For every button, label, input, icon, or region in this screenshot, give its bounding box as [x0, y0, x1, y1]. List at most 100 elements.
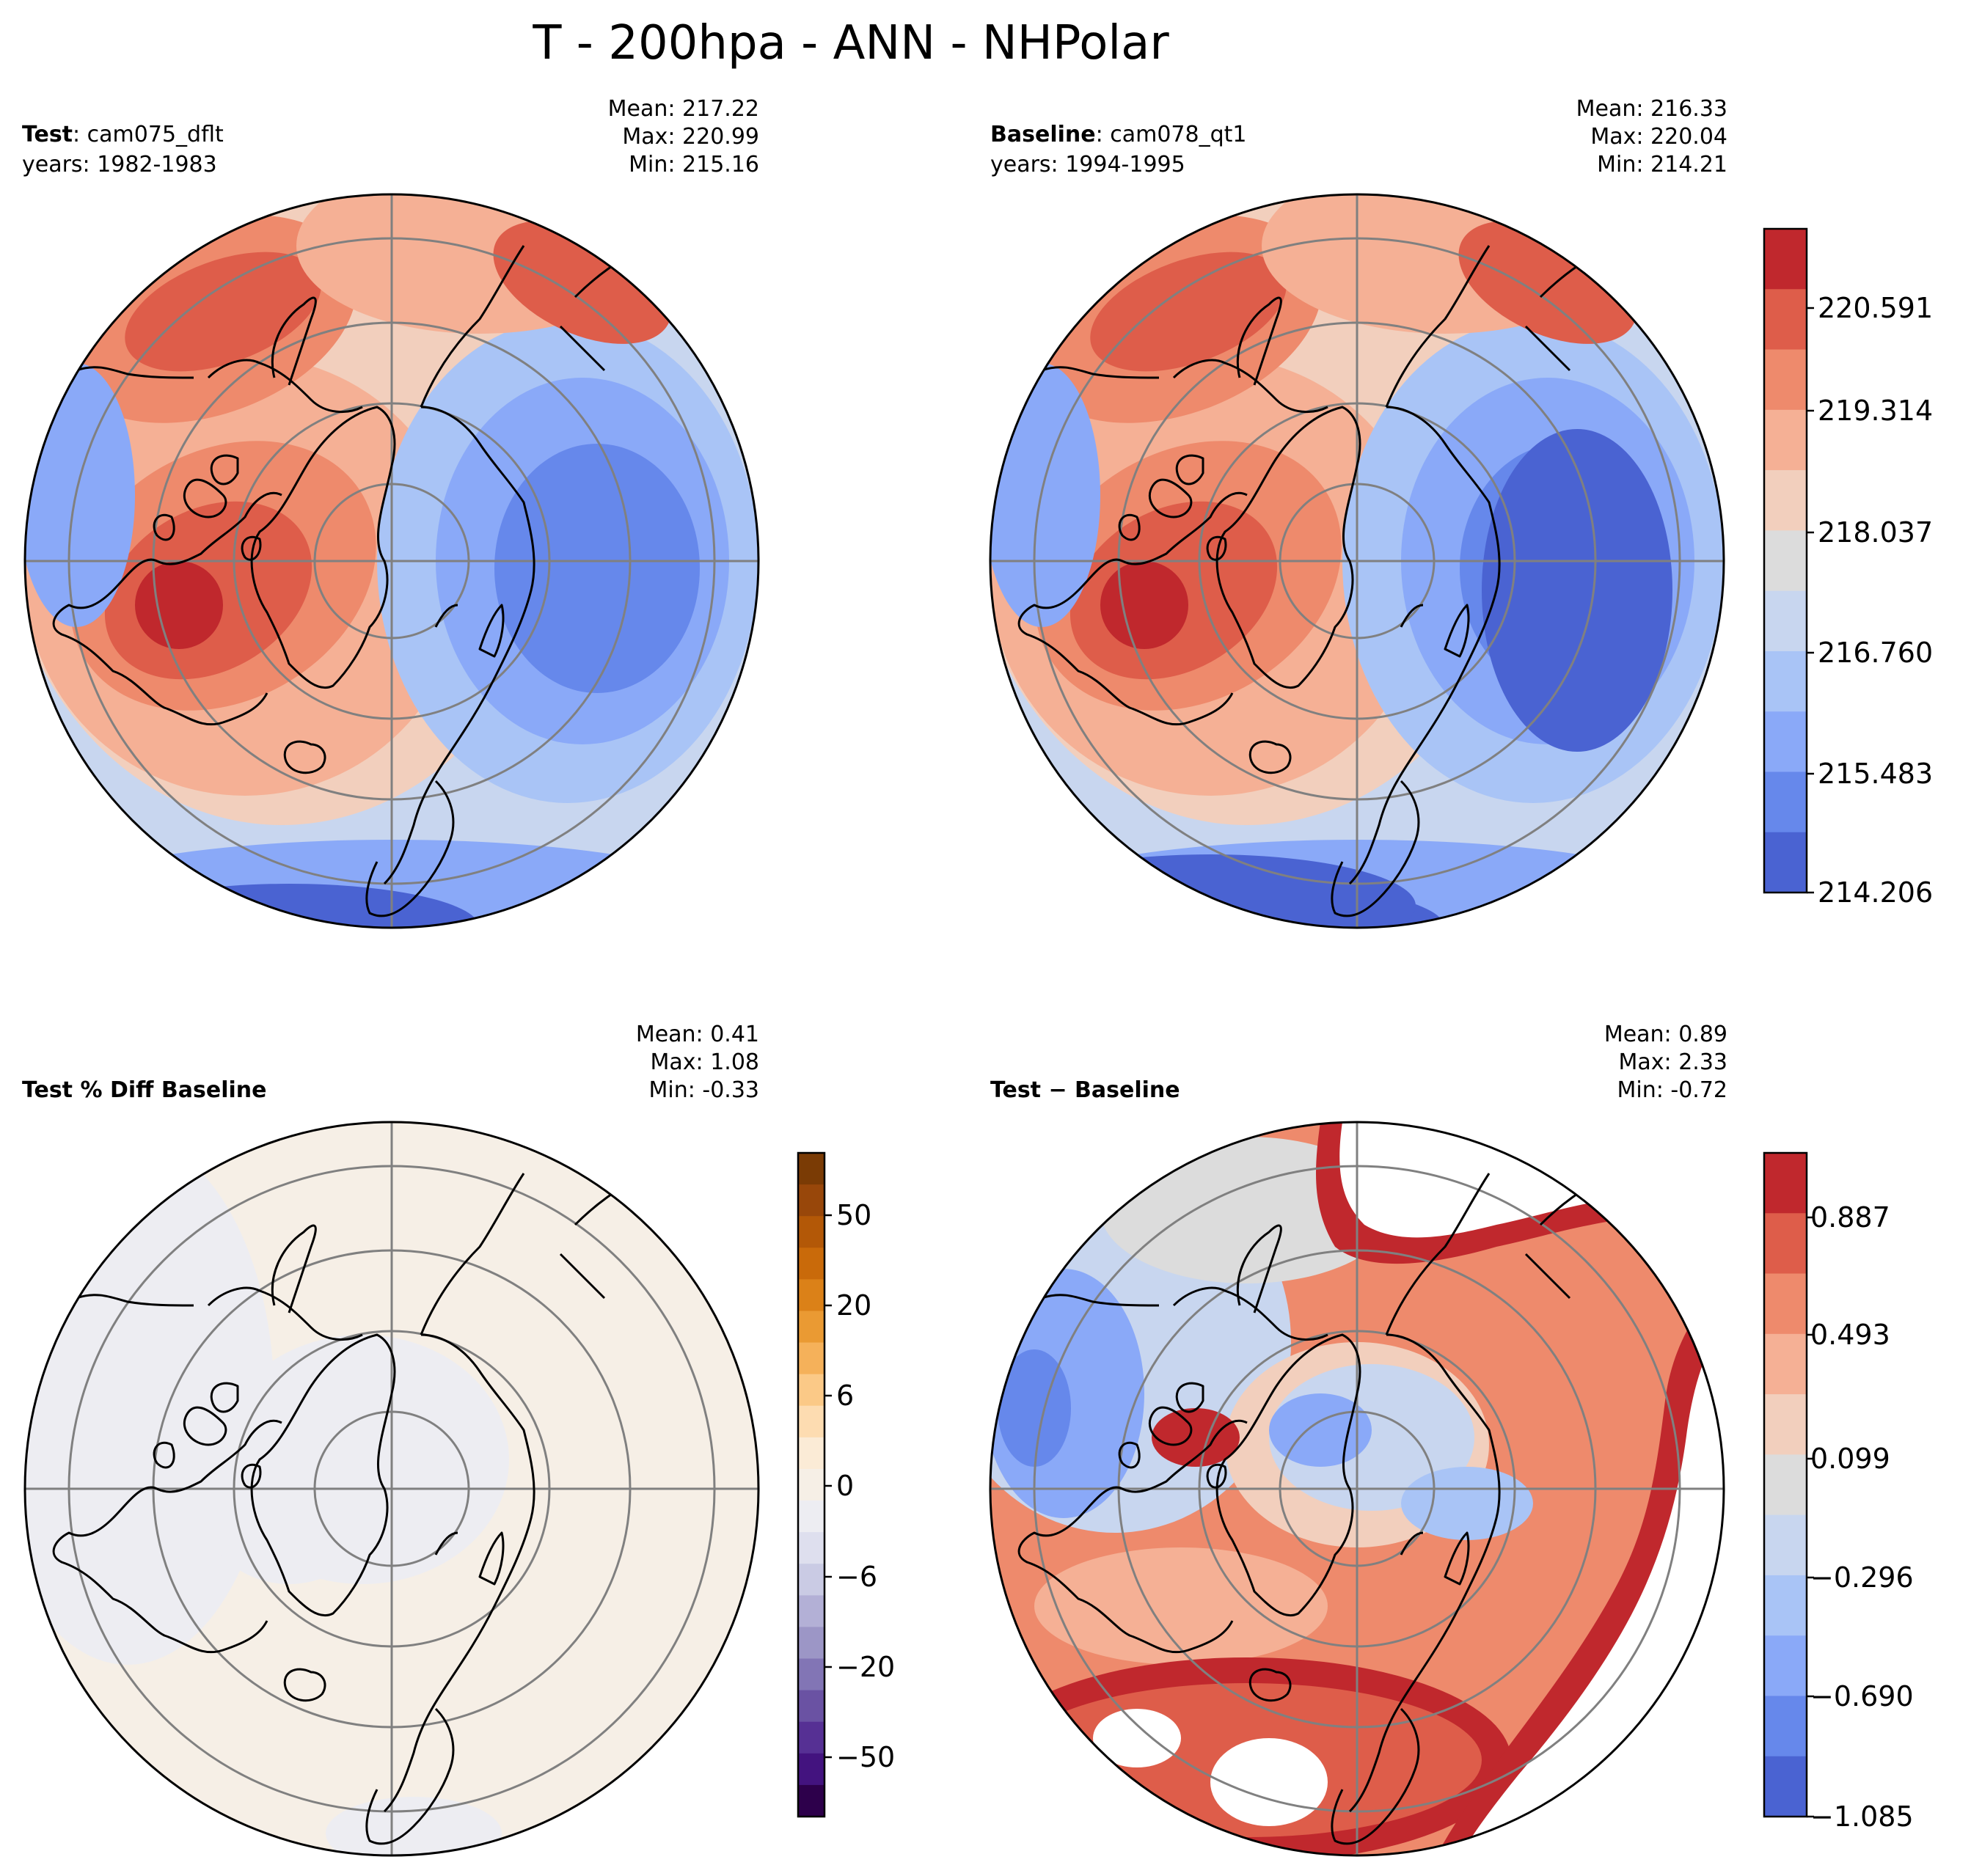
colorbar-pct-swatch	[798, 1627, 824, 1660]
colorbar-main-swatch	[1764, 349, 1807, 411]
panel-pctdiff-max: Max: 1.08	[651, 1049, 759, 1075]
colorbar-pct-swatch	[798, 1721, 824, 1754]
panel-diff-mean: Mean: 0.89	[1604, 1022, 1727, 1047]
map-pctdiff	[23, 1121, 760, 1857]
colorbar-diff-swatch	[1764, 1635, 1807, 1697]
colorbar-diff-swatch	[1764, 1575, 1807, 1636]
panel-test-label-bold: Test	[22, 122, 73, 147]
map-baseline	[989, 193, 1725, 929]
panel-test-max: Max: 220.99	[622, 124, 759, 150]
colorbar-diff-swatch	[1764, 1696, 1807, 1757]
colorbar-pct-swatch	[798, 1374, 824, 1407]
colorbar-main-swatch	[1764, 711, 1807, 773]
panel-test-mean: Mean: 217.22	[608, 96, 759, 122]
colorbar-pct: 50 20 6 0 −6 −20 −50	[797, 1151, 895, 1818]
map-diff	[989, 1121, 1725, 1857]
colorbar-diff-tick-label: −1.085	[1810, 1800, 1914, 1833]
colorbar-pct-swatch	[798, 1532, 824, 1564]
panel-pctdiff-mean: Mean: 0.41	[636, 1022, 759, 1047]
colorbar-diff-tick-label: −0.296	[1810, 1561, 1914, 1594]
panel-test-label: Test: cam075_dflt	[22, 122, 224, 147]
colorbar-diff-tick-label: −0.690	[1810, 1680, 1914, 1712]
colorbar-diff-swatch	[1764, 1153, 1807, 1214]
colorbar-main-swatch	[1764, 530, 1807, 592]
colorbar-pct-tick-label: −50	[836, 1741, 895, 1773]
panel-diff: Test − Baseline Mean: 0.89 Max: 2.33 Min…	[989, 1022, 1728, 1857]
panel-baseline: Baseline: cam078_qt1 years: 1994-1995 Me…	[989, 96, 1727, 929]
colorbar-main-tick-label: 215.483	[1818, 758, 1933, 790]
colorbar-main-swatch	[1764, 409, 1807, 471]
colorbar-pct-tick-label: 50	[836, 1199, 871, 1231]
colorbar-main-swatch	[1764, 651, 1807, 712]
colorbar-main-tick-label: 216.760	[1818, 637, 1933, 669]
colorbar-main: 220.591 219.314 218.037 216.760 215.483 214.2…	[1763, 227, 1933, 909]
colorbar-diff-swatch	[1764, 1213, 1807, 1275]
colorbar-pct-swatch	[798, 1690, 824, 1723]
colorbar-pct-ticks: 50 20 6 0 −6 −20 −50	[824, 1199, 895, 1773]
panel-baseline-min: Min: 214.21	[1597, 152, 1727, 177]
panel-diff-min: Min: -0.72	[1617, 1077, 1728, 1103]
colorbar-pct-tick-label: 0	[836, 1470, 854, 1502]
colorbar-diff-swatch	[1764, 1454, 1807, 1516]
panel-test-years: years: 1982-1983	[22, 152, 217, 177]
colorbar-pct-swatch	[798, 1437, 824, 1470]
colorbar-pct-tick-label: −20	[836, 1651, 895, 1683]
colorbar-diff-swatches	[1764, 1153, 1807, 1817]
panel-baseline-years: years: 1994-1995	[990, 152, 1185, 177]
colorbar-pct-swatch	[798, 1468, 824, 1501]
colorbar-main-swatch	[1764, 590, 1807, 652]
colorbar-pct-swatch	[798, 1279, 824, 1312]
colorbar-main-swatches	[1764, 229, 1807, 893]
panel-diff-label: Test − Baseline	[990, 1077, 1180, 1103]
colorbar-pct-tick-label: 20	[836, 1289, 871, 1322]
colorbar-diff: 0.887 0.493 0.099 −0.296 −0.690 −1.085	[1763, 1151, 1914, 1833]
colorbar-pct-tick-label: −6	[836, 1561, 877, 1593]
colorbar-pct-swatches	[798, 1153, 824, 1817]
colorbar-diff-tick-label: 0.099	[1810, 1443, 1890, 1475]
colorbar-pct-swatch	[798, 1405, 824, 1438]
colorbar-main-swatch	[1764, 289, 1807, 351]
colorbar-pct-swatch	[798, 1342, 824, 1375]
panel-test: Test: cam075_dflt years: 1982-1983 Mean:…	[22, 96, 760, 929]
colorbar-pct-swatch	[798, 1753, 824, 1786]
map-test	[23, 193, 760, 929]
colorbar-pct-swatch	[798, 1184, 824, 1217]
panel-baseline-max: Max: 220.04	[1590, 124, 1727, 150]
colorbar-pct-swatch	[798, 1153, 824, 1185]
colorbar-diff-tick-label: 0.887	[1810, 1201, 1890, 1234]
colorbar-pct-tick-label: 6	[836, 1379, 854, 1412]
colorbar-pct-swatch	[798, 1311, 824, 1344]
colorbar-main-tick-label: 219.314	[1818, 395, 1933, 427]
colorbar-main-swatch	[1764, 772, 1807, 833]
panel-test-min: Min: 215.16	[629, 152, 759, 177]
colorbar-main-ticks: 220.591 219.314 218.037 216.760 215.483 214.2…	[1807, 292, 1933, 909]
colorbar-main-swatch	[1764, 229, 1807, 290]
figure-title: T - 200hpa - ANN - NHPolar	[532, 16, 1169, 70]
colorbar-main-swatch	[1764, 832, 1807, 893]
panel-baseline-mean: Mean: 216.33	[1576, 96, 1727, 122]
panel-baseline-label: Baseline: cam078_qt1	[990, 122, 1247, 147]
colorbar-pct-swatch	[798, 1247, 824, 1280]
panel-pctdiff: Test % Diff Baseline Mean: 0.41 Max: 1.0…	[22, 1022, 760, 1857]
colorbar-diff-swatch	[1764, 1514, 1807, 1576]
colorbar-pct-swatch	[798, 1564, 824, 1596]
panel-pctdiff-min: Min: -0.33	[649, 1077, 760, 1103]
colorbar-pct-swatch	[798, 1784, 824, 1817]
panel-test-label-rest: : cam075_dflt	[73, 122, 224, 147]
panel-pctdiff-label: Test % Diff Baseline	[22, 1077, 267, 1103]
panel-diff-max: Max: 2.33	[1619, 1049, 1727, 1075]
colorbar-pct-swatch	[798, 1501, 824, 1533]
colorbar-diff-ticks: 0.887 0.493 0.099 −0.296 −0.690 −1.085	[1807, 1201, 1914, 1833]
colorbar-pct-swatch	[798, 1216, 824, 1248]
colorbar-pct-swatch	[798, 1595, 824, 1628]
colorbar-pct-swatch	[798, 1658, 824, 1691]
panel-baseline-label-rest: : cam078_qt1	[1096, 122, 1247, 147]
colorbar-main-tick-label: 214.206	[1818, 876, 1933, 909]
colorbar-diff-swatch	[1764, 1394, 1807, 1455]
panel-diff-label-rest: − Baseline	[1041, 1077, 1180, 1103]
colorbar-main-swatch	[1764, 470, 1807, 531]
panel-diff-label-test: Test	[990, 1077, 1041, 1103]
colorbar-diff-swatch	[1764, 1273, 1807, 1335]
colorbar-diff-swatch	[1764, 1333, 1807, 1395]
